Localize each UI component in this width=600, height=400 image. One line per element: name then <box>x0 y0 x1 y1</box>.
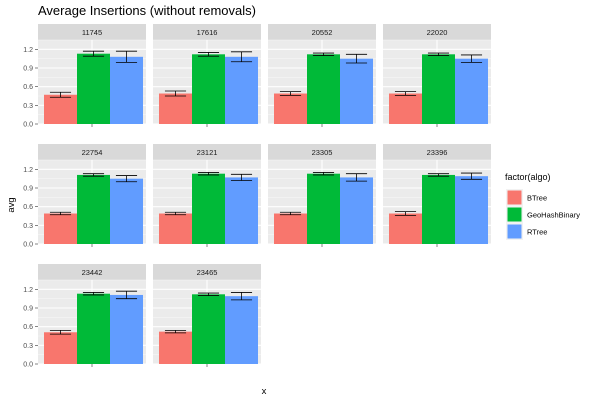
bar <box>225 296 258 364</box>
bar <box>110 294 143 364</box>
facet-strip <box>153 144 261 160</box>
facet-strip <box>38 264 146 280</box>
facet-panels: 11745 0.0 0.3 0.6 0.9 1.2 17616 20552 22020 22754… <box>23 24 491 369</box>
y-tick-label: 0.0 <box>23 122 33 129</box>
bar <box>192 294 225 364</box>
facet-panel: 23465 <box>153 264 261 367</box>
bar <box>44 94 77 124</box>
legend-label: BTree <box>527 194 547 203</box>
facet-panel: 22020 <box>383 24 491 127</box>
y-tick-label: 0.9 <box>23 186 33 193</box>
facet-strip-label: 23121 <box>197 148 218 157</box>
facet-strip-label: 23305 <box>312 148 333 157</box>
facet-strip-label: 22020 <box>427 28 448 37</box>
bar <box>192 173 225 244</box>
legend-title: factor(algo) <box>505 172 551 182</box>
y-tick-label: 0.6 <box>23 204 33 211</box>
facet-panel: 23305 <box>268 144 376 247</box>
facet-panel: 17616 <box>153 24 261 127</box>
y-tick-label: 0.9 <box>23 306 33 313</box>
bar <box>340 58 373 124</box>
legend-label: GeoHashBinary <box>527 211 580 220</box>
y-tick-label: 0.3 <box>23 103 33 110</box>
bar <box>274 213 307 244</box>
facet-strip-label: 23396 <box>427 148 448 157</box>
bar <box>340 177 373 244</box>
facet-panel: 23442 0.0 0.3 0.6 0.9 1.2 <box>23 264 146 369</box>
y-tick-label: 0.9 <box>23 66 33 73</box>
facet-strip <box>153 24 261 40</box>
bar <box>389 93 422 124</box>
bar <box>455 58 488 124</box>
facet-strip <box>268 24 376 40</box>
y-tick-label: 1.2 <box>23 287 33 294</box>
bar <box>159 93 192 124</box>
bar <box>225 56 258 124</box>
facet-strip <box>268 144 376 160</box>
facet-strip-label: 20552 <box>312 28 333 37</box>
y-tick-label: 0.0 <box>23 242 33 249</box>
facet-panel: 23121 <box>153 144 261 247</box>
bar <box>307 54 340 124</box>
facet-strip-label: 23465 <box>197 268 218 277</box>
y-tick-label: 1.2 <box>23 167 33 174</box>
y-tick-label: 0.3 <box>23 223 33 230</box>
facet-strip <box>38 144 146 160</box>
facet-strip-label: 23442 <box>82 268 103 277</box>
bar <box>455 176 488 244</box>
bar <box>274 93 307 124</box>
bar <box>110 178 143 244</box>
legend-swatch <box>507 190 522 205</box>
bar <box>44 332 77 364</box>
y-tick-label: 0.6 <box>23 324 33 331</box>
facet-strip <box>38 24 146 40</box>
facet-strip-label: 22754 <box>82 148 103 157</box>
x-axis-title: x <box>262 386 267 397</box>
bar <box>159 213 192 244</box>
facet-panel: 22754 0.0 0.3 0.6 0.9 1.2 <box>23 144 146 249</box>
facet-strip-label: 17616 <box>197 28 218 37</box>
chart-title: Average Insertions (without removals) <box>38 3 256 18</box>
y-tick-label: 0.3 <box>23 343 33 350</box>
y-tick-label: 0.6 <box>23 84 33 91</box>
legend: factor(algo) BTree GeoHashBinary RTree <box>505 172 580 240</box>
facet-panel: 11745 0.0 0.3 0.6 0.9 1.2 <box>23 24 146 129</box>
bar <box>422 174 455 244</box>
bar <box>307 173 340 244</box>
bar <box>159 331 192 364</box>
facet-strip <box>383 144 491 160</box>
facet-strip <box>383 24 491 40</box>
facet-panel: 23396 <box>383 144 491 247</box>
facet-panel: 20552 <box>268 24 376 127</box>
y-tick-label: 1.2 <box>23 47 33 54</box>
legend-swatch <box>507 207 522 222</box>
legend-label: RTree <box>527 228 547 237</box>
bar <box>389 213 422 244</box>
y-axis-title: avg <box>6 197 17 212</box>
bar <box>77 293 110 364</box>
facet-strip <box>153 264 261 280</box>
bar <box>44 213 77 244</box>
bar <box>422 54 455 124</box>
bar <box>192 54 225 124</box>
legend-swatch <box>507 224 522 239</box>
bar <box>225 177 258 244</box>
bar <box>110 56 143 124</box>
facet-strip-label: 11745 <box>82 28 102 37</box>
bar <box>77 53 110 124</box>
bar <box>77 174 110 244</box>
y-tick-label: 0.0 <box>23 362 33 369</box>
